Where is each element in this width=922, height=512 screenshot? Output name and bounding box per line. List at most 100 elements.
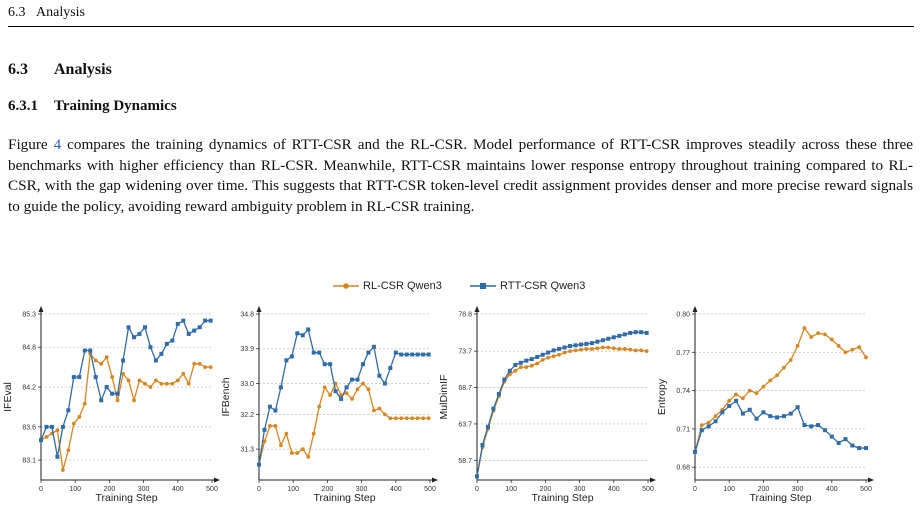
entropy-point-rl-csr — [850, 347, 855, 352]
ifeval-point-rtt-csr — [142, 325, 147, 330]
ifbench-point-rtt-csr — [333, 389, 338, 394]
ifeval-point-rl-csr — [197, 361, 202, 366]
muldimif-point-rtt-csr — [551, 348, 556, 353]
muldimif-xtick-label: 200 — [540, 486, 552, 493]
muldimif-xtick-label: 500 — [642, 486, 654, 493]
ifeval-point-rl-csr — [137, 378, 142, 383]
entropy-point-rl-csr — [802, 326, 807, 330]
ifeval-point-rtt-csr — [121, 358, 126, 363]
ifeval-point-rl-csr — [159, 381, 164, 386]
ifbench-point-rtt-csr — [350, 377, 355, 382]
ifeval-point-rtt-csr — [66, 408, 71, 413]
ifbench-point-rl-csr — [410, 416, 415, 421]
ifeval-point-rtt-csr — [82, 348, 87, 353]
ifeval-point-rl-csr — [126, 378, 131, 383]
entropy-ytick-label: 0.74 — [676, 388, 690, 395]
entropy-y-axis-arrow-icon — [692, 306, 698, 312]
ifeval-point-rl-csr — [154, 378, 158, 383]
legend-item-rl-csr: RL-CSR Qwen3 — [333, 280, 442, 292]
ifbench-ytick-label: 32.2 — [240, 412, 254, 419]
ifeval-xtick-label: 0 — [39, 486, 43, 493]
entropy-ytick-label: 0.80 — [676, 312, 690, 319]
ifeval-point-rtt-csr — [49, 424, 54, 429]
entropy-point-rl-csr — [740, 396, 745, 401]
legend-label-rl-csr: RL-CSR Qwen3 — [363, 280, 442, 292]
ifeval-point-rtt-csr — [60, 424, 65, 429]
ifbench-point-rtt-csr — [410, 352, 415, 357]
ifbench-point-rl-csr — [361, 381, 365, 386]
paragraph-text: compares the training dynamics of RTT-CS… — [8, 136, 913, 216]
muldimif-point-rtt-csr — [507, 368, 512, 373]
ifeval-ytick-label: 83.1 — [22, 458, 36, 465]
entropy-point-rtt-csr — [857, 446, 862, 451]
muldimif-point-rtt-csr — [568, 344, 573, 349]
muldimif-point-rl-csr — [633, 348, 638, 353]
ifeval-point-rtt-csr — [110, 391, 115, 396]
ifbench-point-rtt-csr — [426, 352, 431, 357]
figure-legend: RL-CSR Qwen3 RTT-CSR Qwen3 — [0, 280, 922, 294]
ifbench-point-rtt-csr — [284, 358, 289, 363]
ifeval-point-rtt-csr — [192, 328, 197, 333]
entropy-point-rtt-csr — [781, 414, 786, 419]
muldimif-ytick-label: 73.7 — [458, 349, 472, 356]
entropy-point-rtt-csr — [720, 410, 725, 415]
chart-ifeval: 83.1 83.6 84.2 84.8 85.3 0 100 200 300 400 500 Trai… — [2, 306, 220, 504]
ifeval-point-rl-csr — [121, 371, 125, 376]
muldimif-point-rl-csr — [639, 348, 644, 353]
ifeval-point-rl-csr — [99, 361, 104, 366]
ifbench-series-line-rl-csr — [258, 381, 429, 465]
muldimif-point-rl-csr — [644, 349, 649, 354]
ifbench-point-rl-csr — [388, 416, 393, 421]
ifbench-point-rtt-csr — [415, 352, 420, 357]
ifeval-point-rtt-csr — [175, 321, 180, 326]
ifbench-point-rtt-csr — [278, 385, 283, 390]
muldimif-point-rl-csr — [611, 346, 616, 351]
ifbench-point-rl-csr — [382, 412, 387, 417]
ifbench-point-rl-csr — [404, 416, 409, 421]
muldimif-point-rl-csr — [518, 365, 523, 370]
entropy-point-rtt-csr — [727, 403, 732, 408]
ifeval-point-rtt-csr — [126, 325, 131, 330]
muldimif-point-rtt-csr — [524, 358, 529, 363]
ifbench-point-rl-csr — [344, 391, 349, 396]
muldimif-point-rtt-csr — [496, 392, 501, 397]
ifeval-point-rtt-csr — [77, 375, 82, 380]
muldimif-point-rl-csr — [579, 347, 583, 352]
ifeval-point-rtt-csr — [208, 318, 213, 323]
chart-muldimif: 58.7 63.7 68.7 73.7 78.8 0 100 200 300 400 500 Trai… — [438, 306, 656, 504]
ifeval-point-rl-csr — [71, 421, 76, 426]
ifeval-point-rtt-csr — [181, 318, 186, 323]
chart-entropy: 0.68 0.71 0.74 0.77 0.80 0 100 200 300 400 500 Trai… — [656, 306, 874, 504]
ifbench-point-rl-csr — [317, 404, 322, 409]
entropy-point-rtt-csr — [816, 423, 821, 428]
entropy-point-rtt-csr — [713, 419, 718, 424]
entropy-point-rtt-csr — [864, 446, 868, 451]
muldimif-point-rtt-csr — [644, 330, 649, 335]
ifeval-point-rtt-csr — [88, 348, 93, 353]
muldimif-point-rl-csr — [628, 347, 633, 352]
ifeval-ytick-label: 83.6 — [22, 424, 36, 431]
running-header-title: Analysis — [36, 5, 85, 20]
figure-reference-link[interactable]: 4 — [53, 136, 62, 153]
ifeval-point-rtt-csr — [148, 345, 153, 350]
muldimif-y-axis-arrow-icon — [474, 306, 480, 312]
ifeval-ytick-label: 85.3 — [22, 312, 36, 319]
muldimif-point-rl-csr — [617, 347, 622, 351]
ifbench-point-rl-csr — [350, 397, 354, 401]
ifeval-point-rl-csr — [110, 375, 115, 379]
ifeval-point-rtt-csr — [197, 325, 202, 330]
ifbench-ytick-label: 33.9 — [240, 346, 254, 353]
muldimif-point-rtt-csr — [502, 377, 507, 382]
ifbench-point-rl-csr — [284, 431, 289, 436]
muldimif-point-rtt-csr — [611, 335, 616, 340]
entropy-xtick-label: 0 — [693, 486, 697, 493]
ifeval-xtick-label: 200 — [104, 486, 116, 493]
ifeval-ytick-label: 84.8 — [22, 345, 36, 352]
entropy-point-rl-csr — [768, 378, 773, 383]
legend-item-rtt-csr: RTT-CSR Qwen3 — [470, 280, 585, 292]
muldimif-xtick-label: 300 — [574, 486, 586, 493]
muldimif-point-rl-csr — [568, 349, 572, 354]
ifbench-point-rl-csr — [366, 387, 371, 392]
ifeval-point-rtt-csr — [159, 351, 164, 356]
muldimif-point-rl-csr — [573, 348, 578, 353]
